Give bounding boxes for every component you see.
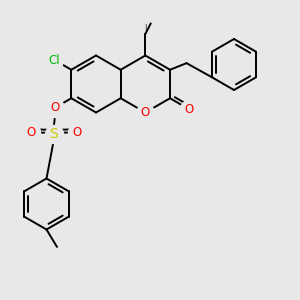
Text: O: O <box>141 106 150 119</box>
Text: O: O <box>51 101 60 114</box>
Text: O: O <box>72 126 81 139</box>
Text: Cl: Cl <box>49 53 60 67</box>
Text: |: | <box>144 25 147 32</box>
Text: S: S <box>49 127 58 141</box>
Text: O: O <box>26 126 35 139</box>
Text: O: O <box>184 103 194 116</box>
